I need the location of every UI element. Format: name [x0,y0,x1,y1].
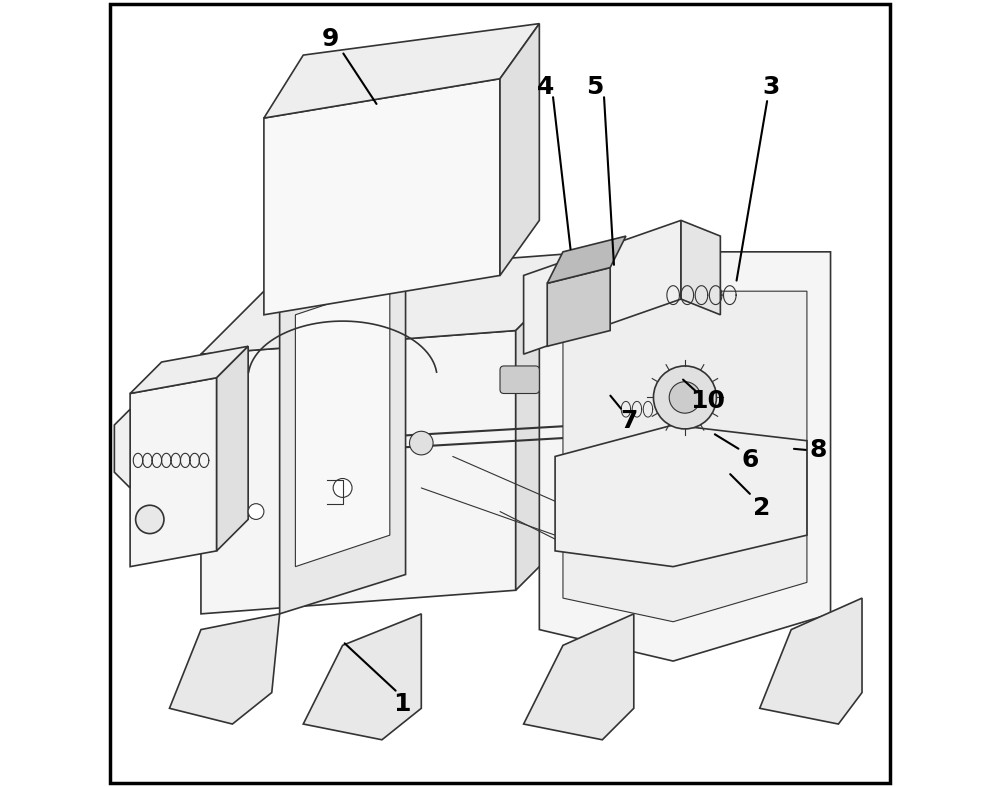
Polygon shape [524,220,681,354]
Text: 7: 7 [620,409,638,433]
Polygon shape [303,614,421,740]
Polygon shape [547,236,626,283]
Polygon shape [264,24,539,118]
Polygon shape [760,598,862,724]
Circle shape [333,478,352,497]
Text: 3: 3 [763,75,780,98]
Text: 9: 9 [321,28,339,51]
Polygon shape [500,24,539,275]
Text: 5: 5 [586,75,603,98]
Polygon shape [681,220,720,315]
Text: 6: 6 [742,449,759,472]
FancyBboxPatch shape [500,366,539,394]
Polygon shape [201,331,516,614]
Circle shape [669,382,701,413]
Polygon shape [516,252,594,590]
Text: 2: 2 [753,496,771,519]
Text: 10: 10 [690,390,725,413]
Polygon shape [547,268,610,346]
Polygon shape [280,236,406,614]
Circle shape [136,505,164,534]
Text: 8: 8 [809,438,827,462]
Polygon shape [201,252,594,354]
Polygon shape [295,283,390,567]
Polygon shape [524,614,634,740]
Polygon shape [555,425,807,567]
Polygon shape [130,378,217,567]
Text: 1: 1 [393,693,410,716]
Polygon shape [130,346,248,394]
Polygon shape [217,346,248,551]
Circle shape [653,366,716,429]
Polygon shape [539,252,831,661]
Polygon shape [114,409,130,488]
Circle shape [409,431,433,455]
Text: 4: 4 [537,75,554,98]
Polygon shape [169,614,280,724]
Polygon shape [563,291,807,622]
Circle shape [248,504,264,519]
Polygon shape [264,79,500,315]
